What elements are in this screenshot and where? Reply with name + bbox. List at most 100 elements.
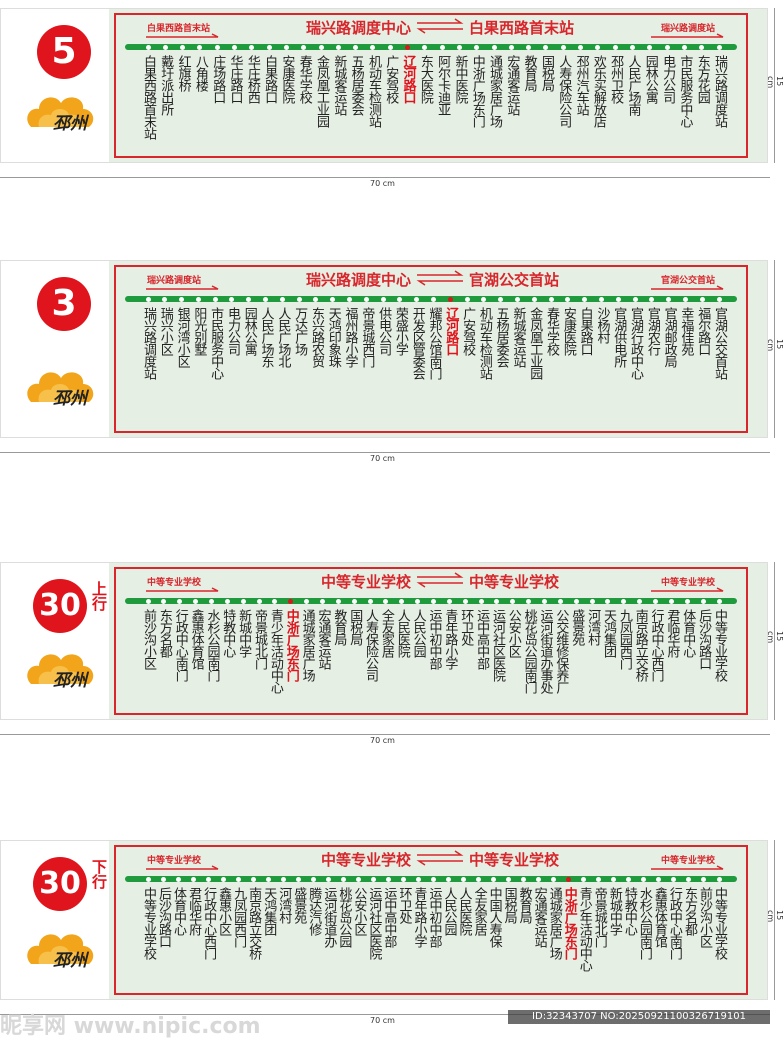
- stop-dot: [380, 296, 386, 302]
- stop-dot: [566, 876, 572, 882]
- stop-dot: [595, 44, 601, 50]
- stop-name: 教育局: [331, 609, 347, 645]
- stop-name: 安康医院: [560, 307, 576, 355]
- stop-dot: [195, 296, 201, 302]
- stop-dot: [212, 296, 218, 302]
- stop-name: 环卫处: [396, 887, 412, 923]
- stop-dot: [405, 44, 411, 50]
- stop-name: 市民服务中心: [208, 307, 224, 379]
- stop-dot: [548, 296, 554, 302]
- direction-arrow: [651, 865, 724, 870]
- stop-dot: [700, 598, 706, 604]
- logo: [27, 372, 94, 402]
- stop-dot: [476, 876, 482, 882]
- stop-name: 南京路立交桥: [632, 609, 648, 681]
- stop-name: 广安驾校: [460, 307, 476, 355]
- stop-name: 官湖农行: [644, 307, 660, 355]
- dimension-line: [774, 260, 775, 438]
- stop-dot: [596, 876, 602, 882]
- route-panel: 30 下行 邳州 中等专业学校 中等专业学校 中等专业学校 中等专业学校 中等专业学校 后沙沟路…: [0, 840, 768, 1000]
- stop-dot: [461, 876, 467, 882]
- stop-name: 盛景苑: [291, 887, 307, 923]
- stop-name: 电力公司: [224, 307, 240, 355]
- stop-dot: [340, 876, 346, 882]
- stop-name: 市民服务中心: [677, 55, 693, 127]
- stop-dot: [653, 598, 659, 604]
- header-from: 中等专业学校: [320, 573, 411, 591]
- stop-dot: [716, 44, 722, 50]
- stop-name: 体育中心: [680, 609, 696, 657]
- stop-dot: [310, 876, 316, 882]
- stop-dot: [446, 876, 452, 882]
- stop-dot: [235, 876, 241, 882]
- direction-arrow: [651, 587, 724, 592]
- red-frame: [114, 845, 748, 995]
- stop-dot: [363, 296, 369, 302]
- stop-name: 九凤园西门: [616, 609, 632, 669]
- stop-dot: [671, 876, 677, 882]
- stop-dot: [439, 44, 445, 50]
- stop-dot: [542, 598, 548, 604]
- stop-name: 人民医院: [456, 887, 472, 935]
- header-to: 官湖公交首站: [469, 271, 560, 289]
- stop-name: 机动车检测站: [476, 307, 492, 379]
- stop-dot: [296, 296, 302, 302]
- dimension-line: [774, 840, 775, 1000]
- stop-name: 东方名都: [681, 887, 697, 935]
- header-to: 中等专业学校: [469, 573, 560, 591]
- stop-name: 盛景苑: [569, 609, 585, 645]
- stop-name: 桃花岛公园南门: [521, 609, 537, 693]
- stop-dot: [175, 876, 181, 882]
- stop-dot: [283, 44, 289, 50]
- stop-name: 官湖行政中心: [628, 307, 644, 379]
- stop-dot: [605, 598, 611, 604]
- stop-name: 中浙广场东门: [561, 887, 577, 959]
- right-label: 瑞兴路调度站: [661, 24, 716, 34]
- stop-dot: [649, 296, 655, 302]
- panel-background: [109, 9, 767, 162]
- stop-name: 青少年活动中心: [576, 887, 592, 971]
- stop-dot: [491, 876, 497, 882]
- stop-dot: [447, 296, 453, 302]
- stop-dot: [399, 598, 405, 604]
- stop-dot: [208, 598, 214, 604]
- stop-name: 全友家居: [471, 887, 487, 935]
- stop-dot: [478, 598, 484, 604]
- stop-dot: [387, 44, 393, 50]
- stop-name: 运河社区医院: [366, 887, 382, 959]
- stop-dot: [250, 876, 256, 882]
- stop-name: 行政中心南门: [666, 887, 682, 959]
- stop-name: 人民医院: [394, 609, 410, 657]
- header-from: 中等专业学校: [320, 851, 411, 869]
- stop-dot: [265, 876, 271, 882]
- stop-dot: [263, 296, 269, 302]
- stop-dot: [370, 44, 376, 50]
- logo-text: 邳州: [53, 671, 87, 691]
- dimension-height: 15 cm: [766, 910, 784, 923]
- stop-name: 宏通客运站: [531, 887, 547, 947]
- stop-name: 官湖供电所: [611, 307, 627, 367]
- stop-dot: [431, 876, 436, 882]
- stop-name: 安康医院: [279, 55, 295, 103]
- stop-dot: [145, 876, 151, 882]
- stop-dot: [668, 598, 674, 604]
- stop-name: 戴圩派出所: [158, 55, 174, 115]
- red-frame: [114, 567, 748, 715]
- dimension-height: 15 cm: [766, 75, 784, 88]
- stop-dot: [288, 598, 294, 604]
- stop-name: 八角楼: [192, 55, 208, 91]
- stop-dot: [514, 296, 520, 302]
- stop-name: 鑫惠小区: [216, 887, 232, 935]
- stop-dot: [446, 598, 452, 604]
- header-from: 瑞兴路调度中心: [305, 271, 411, 289]
- stop-name: 行政中心西门: [201, 887, 217, 959]
- stop-dot: [145, 598, 151, 604]
- stop-dot: [330, 296, 336, 302]
- route-line: [125, 44, 737, 50]
- stop-name: 人寿保险公司: [556, 55, 572, 127]
- stop-name: 新城中学: [236, 609, 252, 657]
- stop-name: 电力公司: [660, 55, 676, 103]
- route-number: 30: [33, 857, 87, 911]
- stop-name: 后沙沟路口: [156, 887, 172, 947]
- stop-name: 环卫处: [458, 609, 474, 645]
